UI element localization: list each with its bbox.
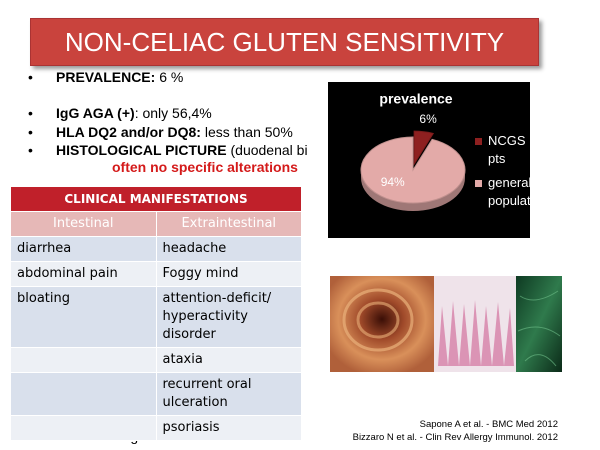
pie-slice — [413, 130, 435, 166]
bullet: HISTOLOGICAL PICTURE (duodenal bi — [28, 142, 308, 158]
bullet-text: PREVALENCE: 6 % — [30, 69, 183, 85]
table-title: CLINICAL MANIFESTATIONS — [10, 186, 302, 212]
title-banner: NON-CELIAC GLUTEN SENSITIVITY — [30, 18, 539, 66]
table-row: ataxia — [10, 347, 302, 373]
table-cell: attention-deficit/ hyperactivity disorde… — [155, 286, 302, 348]
bullet-text: IgG AGA (+): only 56,4% — [30, 105, 212, 121]
reference: Bizzaro N et al. - Clin Rev Allergy Immu… — [352, 432, 558, 443]
bullet: IgG AGA (+): only 56,4% — [28, 105, 212, 121]
table-cell: psoriasis — [155, 415, 302, 441]
table-row: psoriasis — [10, 415, 302, 441]
bullet-detail: 6 % — [155, 69, 184, 85]
bullet-detail: less than 50% — [200, 124, 293, 140]
table-cell — [10, 347, 157, 373]
legend-swatch — [475, 180, 482, 187]
pie-side — [361, 170, 465, 211]
chart-title: prevalence — [379, 91, 452, 107]
reference: Sapone A et al. - BMC Med 2012 — [419, 419, 558, 430]
bullet-label: HLA DQ2 and/or DQ8: — [56, 124, 201, 140]
table-cell: headache — [155, 236, 302, 262]
table-cell: Foggy mind — [155, 261, 302, 287]
bullet-detail: : only 56,4% — [134, 105, 212, 121]
bullet-text: HISTOLOGICAL PICTURE (duodenal bi — [30, 142, 308, 158]
slice-label: 6% — [419, 112, 437, 126]
legend-label: NCGS pts — [488, 133, 526, 166]
table-cell: ataxia — [155, 347, 302, 373]
legend-swatch — [475, 138, 482, 145]
slice-label: 94% — [381, 175, 405, 189]
pie-slice — [360, 136, 466, 204]
table-row: diarrhea headache — [10, 236, 302, 262]
table-cell: recurrent oral ulceration — [155, 372, 302, 416]
bullet: PREVALENCE: 6 % — [28, 69, 183, 85]
manifestations-table: CLINICAL MANIFESTATIONS Intestinal Extrai… — [10, 186, 302, 441]
table-cell: diarrhea — [10, 236, 157, 262]
legend-label: generalpopulation — [488, 175, 530, 208]
histology-images — [330, 276, 562, 372]
bullet-label: IgG AGA (+) — [56, 105, 135, 121]
bullet-text: HLA DQ2 and/or DQ8: less than 50% — [30, 124, 293, 140]
bullet: HLA DQ2 and/or DQ8: less than 50% — [28, 124, 293, 140]
table-cell — [10, 415, 157, 441]
bullet-label: HISTOLOGICAL PICTURE — [56, 142, 227, 158]
column-header: Extraintestinal — [155, 211, 302, 237]
table-cell: bloating — [10, 286, 157, 348]
table-row: bloating attention-deficit/ hyperactivity… — [10, 286, 302, 348]
table-cell — [10, 372, 157, 416]
table-row: abdominal pain Foggy mind — [10, 261, 302, 287]
table-row: recurrent oral ulceration — [10, 372, 302, 416]
bullet-label: PREVALENCE: — [56, 69, 156, 85]
bullet-detail: (duodenal bi — [226, 142, 308, 158]
table-cell: abdominal pain — [10, 261, 157, 287]
column-header: Intestinal — [10, 211, 157, 237]
note: often no specific alterations — [112, 159, 298, 175]
